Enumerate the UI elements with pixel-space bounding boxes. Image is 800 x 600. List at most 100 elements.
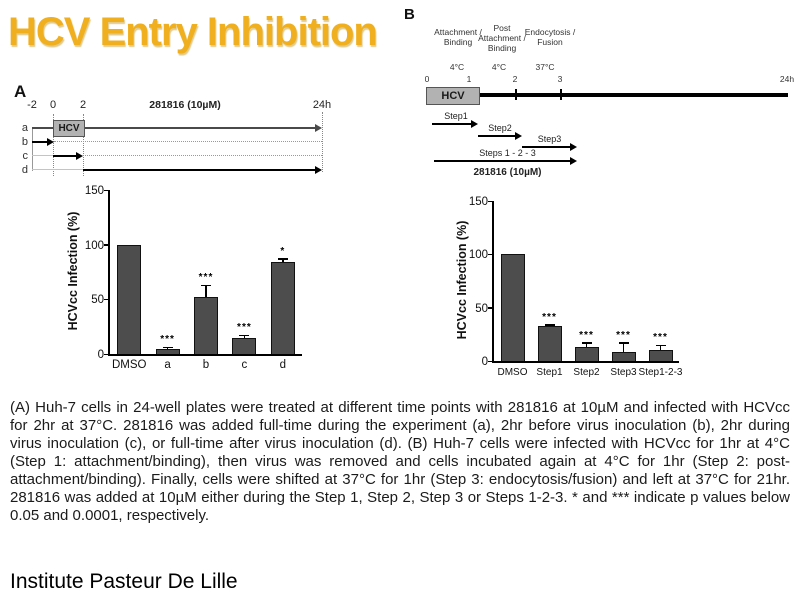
- timeline-row-b-arrowhead: [47, 138, 54, 146]
- y-axis-tick-label: 50: [475, 302, 488, 315]
- panel-a-tick-2: 2: [79, 99, 87, 111]
- phase-post-attachment-binding: Post Attachment / Binding: [478, 23, 526, 53]
- y-axis-tick: [488, 360, 494, 362]
- panel-a-row-label-a: a: [21, 122, 28, 134]
- bar-Step1-2-3: *** Step1-2-3: [639, 332, 683, 378]
- significance-stars: ***: [616, 329, 631, 341]
- significance-stars: *: [280, 245, 286, 257]
- panel-a-tick-0: 0: [49, 99, 57, 111]
- timeline-row-c-arrowhead: [76, 152, 83, 160]
- panel-a-schematic: -2 0 2 281816 (10µM) 24h a b c d HCV: [15, 86, 340, 181]
- x-axis-label: d: [279, 359, 286, 371]
- step1-arrow-line: [432, 123, 472, 125]
- error-bar-cap: [544, 324, 555, 326]
- x-axis-label: Step1-2-3: [638, 367, 683, 378]
- panel-b-tick-3: 3: [557, 74, 563, 84]
- y-axis-tick: [488, 253, 494, 256]
- step1-arrowhead: [471, 120, 478, 128]
- error-bar: [659, 345, 662, 351]
- timeline-row-a-line: [32, 127, 316, 129]
- phase-3-temperature: 37°C: [535, 62, 555, 72]
- panel-a-row-label-b: b: [21, 136, 28, 148]
- step3-label: Step3: [537, 134, 562, 144]
- y-axis-tick: [104, 189, 110, 191]
- phase-attachment-binding: Attachment / Binding: [434, 27, 482, 47]
- chart-a-y-axis-label: HCVcc Infection (%): [66, 211, 80, 331]
- x-axis-label: c: [241, 359, 248, 371]
- y-axis-tick-label: 100: [84, 239, 104, 252]
- y-axis-tick: [104, 244, 110, 246]
- panel-b-timeline-mark-3: [560, 89, 562, 100]
- panel-a-dotted-guide-2: [83, 114, 84, 176]
- y-axis-tick: [104, 353, 110, 355]
- timeline-row-b-line: [32, 141, 48, 143]
- hcv-inoculation-box-a: HCV: [53, 120, 85, 137]
- error-bar-cap: [581, 342, 592, 344]
- panel-b-tick-2: 2: [512, 74, 518, 84]
- significance-stars: ***: [198, 272, 214, 284]
- chart-b-y-axis-label: HCVcc Infection (%): [455, 220, 469, 340]
- chart-a-plot: 0 50 100 150 DMSO *** a *** b *** c * d: [85, 185, 302, 371]
- x-axis-label: Step1: [536, 367, 563, 378]
- panel-b-label: B: [404, 6, 415, 23]
- timeline-row-c-lead: [32, 155, 53, 156]
- panel-a-left-axis-line: [32, 127, 33, 171]
- error-bar-cap: [655, 344, 666, 346]
- error-bar: [205, 285, 207, 298]
- timeline-row-c-dotted: [83, 155, 322, 156]
- y-axis-tick: [104, 298, 110, 301]
- error-bar: [282, 258, 284, 263]
- significance-stars: ***: [160, 334, 175, 346]
- footer-institute-name: Institute Pasteur De Lille: [10, 570, 238, 593]
- panel-a-tick-minus2: -2: [27, 99, 37, 111]
- x-axis-label: b: [202, 359, 210, 371]
- bar-Step2: *** Step2: [573, 330, 599, 378]
- error-bar: [622, 342, 625, 353]
- panel-a-row-label-d: d: [21, 164, 28, 176]
- bar-b: *** b: [194, 272, 218, 371]
- steps-1-2-3-arrowhead: [570, 157, 577, 165]
- panel-b-timeline: [470, 93, 788, 97]
- bar-Step3: *** Step3: [610, 330, 636, 378]
- y-axis-tick-label: 0: [481, 356, 488, 368]
- panel-b-tick-1: 1: [466, 74, 472, 84]
- timeline-row-d-line: [83, 169, 316, 171]
- error-bar: [585, 342, 588, 348]
- error-bar-cap: [239, 334, 250, 337]
- hcv-inoculation-box-b: HCV: [426, 87, 480, 105]
- phase-2-temperature: 4°C: [491, 62, 507, 72]
- y-axis-tick-label: 0: [97, 349, 104, 361]
- step3-arrow-line: [522, 146, 571, 148]
- y-axis-tick-label: 150: [84, 185, 104, 197]
- timeline-row-b-dotted: [54, 141, 322, 142]
- panel-b-schematic: Attachment / Binding Post Attachment / B…: [420, 3, 798, 185]
- timeline-row-c-line: [53, 155, 77, 157]
- timeline-row-d-lead: [32, 169, 83, 170]
- y-axis-tick: [488, 307, 494, 309]
- step1-label: Step1: [444, 111, 468, 121]
- significance-stars: ***: [579, 329, 594, 341]
- error-bar-cap: [201, 284, 211, 287]
- x-axis-label: a: [164, 359, 171, 371]
- y-axis-tick: [488, 200, 494, 202]
- significance-stars: ***: [653, 332, 668, 343]
- panel-b-tick-0: 0: [424, 74, 430, 84]
- y-axis-tick-label: 50: [91, 294, 104, 307]
- error-bar: [243, 335, 246, 338]
- steps-1-2-3-label: Steps 1 - 2 - 3: [479, 148, 536, 158]
- x-axis-label: DMSO: [497, 367, 528, 378]
- phase-1-temperature: 4°C: [449, 62, 465, 72]
- y-axis-tick-label: 150: [468, 196, 488, 208]
- error-bar-cap: [277, 258, 288, 260]
- panel-a-label: A: [14, 82, 27, 101]
- panel-a-drug-label: 281816 (10µM): [149, 99, 221, 111]
- bar-d: * d: [270, 246, 295, 371]
- x-axis-label: Step2: [573, 367, 600, 378]
- bar-Step1: *** Step1: [536, 312, 562, 378]
- bar-DMSO: DMSO: [112, 244, 146, 371]
- error-bar-cap: [618, 342, 629, 344]
- panel-b-tick-24h: 24h: [779, 74, 795, 84]
- bar-a: *** a: [155, 334, 180, 371]
- timeline-row-d-arrowhead: [315, 166, 322, 174]
